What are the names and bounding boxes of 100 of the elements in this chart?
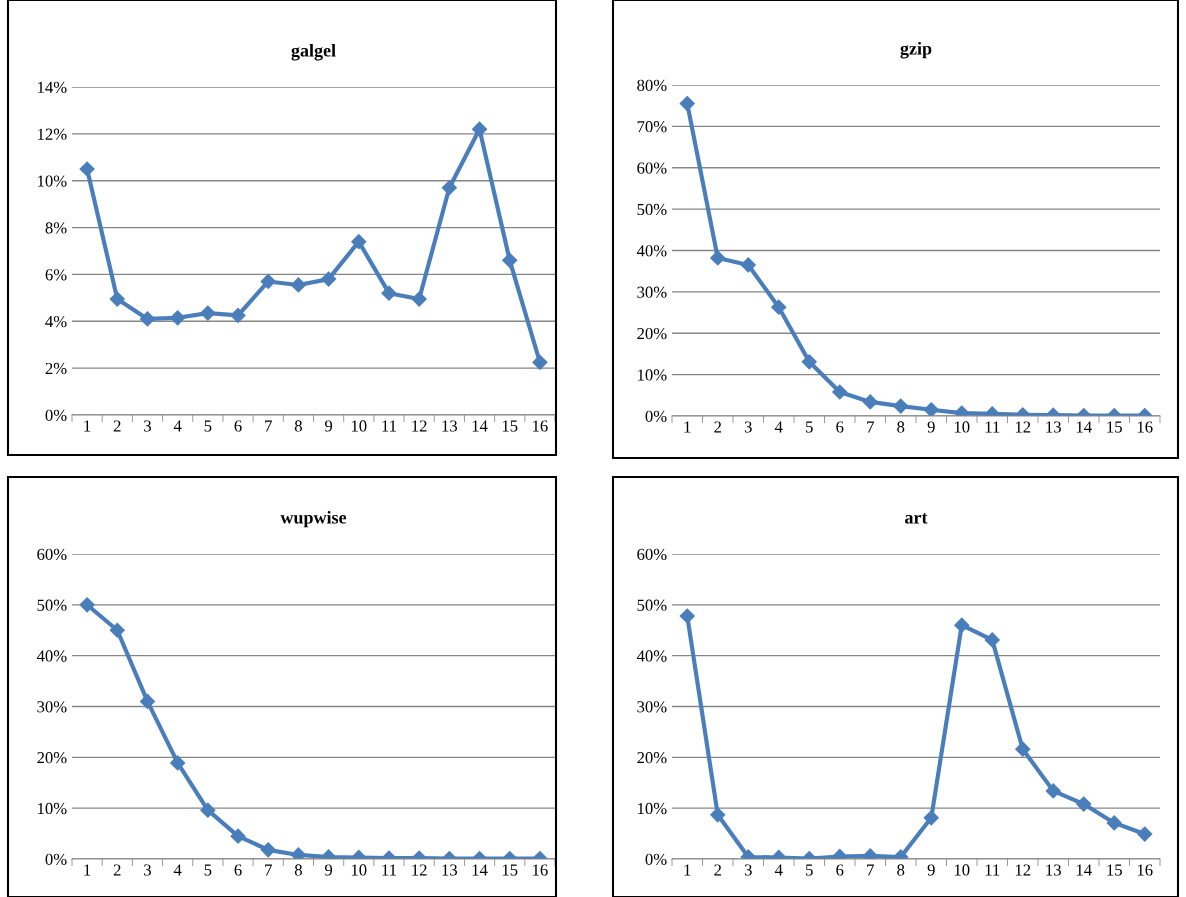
x-tick-label: 4 (774, 421, 783, 433)
point (441, 180, 457, 196)
x-tick-label: 9 (324, 864, 333, 876)
x-tick-label: 2 (113, 420, 121, 432)
x-tick-label: 2 (113, 864, 121, 876)
point (381, 285, 397, 301)
y-tick-label: 50% (37, 599, 67, 611)
y-tick-label: 30% (37, 701, 67, 713)
y-tick-label: 0% (645, 853, 667, 865)
y-tick-label: 10% (638, 369, 667, 381)
point (1076, 796, 1092, 812)
x-tick-label: 2 (714, 864, 721, 876)
y-tick-label: 0% (645, 410, 667, 422)
y-tick-label: 40% (636, 650, 667, 662)
x-tick-label: 4 (173, 864, 182, 876)
point (923, 402, 939, 416)
x-tick-label: 1 (684, 421, 691, 433)
y-tick-label: 20% (637, 327, 667, 340)
x-tick-label: 10 (954, 864, 970, 876)
point (290, 277, 306, 293)
point (200, 305, 216, 321)
point (79, 597, 95, 613)
point (1045, 783, 1061, 799)
x-tick-label: 3 (144, 420, 151, 432)
point (321, 271, 337, 287)
x-tick-label: 8 (897, 864, 905, 876)
y-tick-label: 4% (45, 315, 67, 328)
point (954, 617, 970, 633)
point (109, 291, 125, 307)
point (679, 608, 695, 624)
x-tick-label: 10 (351, 864, 367, 876)
y-tick-label: 0% (45, 853, 67, 865)
y-tick-label: 10% (638, 802, 667, 815)
x-tick-label: 6 (836, 864, 844, 876)
y-tick-label: 8% (45, 222, 67, 234)
x-tick-label: 3 (144, 864, 151, 876)
x-tick-label: 7 (265, 420, 272, 432)
x-tick-label: 12 (1015, 421, 1031, 433)
point (771, 299, 787, 315)
point (230, 307, 246, 323)
x-tick-label: 8 (294, 420, 302, 432)
point (139, 693, 156, 709)
y-tick-label: 60% (637, 548, 667, 560)
x-tick-label: 1 (684, 864, 691, 876)
y-tick-label: 20% (37, 752, 67, 764)
chart-title: wupwise (280, 510, 347, 528)
point (471, 121, 488, 137)
point (1015, 741, 1031, 757)
point (290, 847, 306, 859)
y-tick-label: 80% (637, 79, 667, 91)
x-tick-label: 16 (1137, 864, 1153, 876)
x-tick-label: 16 (1137, 421, 1153, 433)
x-tick-label: 8 (897, 421, 905, 433)
x-tick-label: 7 (265, 864, 272, 876)
point (411, 291, 427, 307)
chart-title: galgel (291, 43, 336, 61)
y-tick-label: 12% (38, 128, 67, 140)
x-tick-label: 11 (382, 864, 396, 876)
x-tick-label: 4 (173, 420, 182, 432)
chart-title: art (905, 513, 928, 524)
x-tick-label: 15 (1107, 864, 1122, 876)
x-tick-label: 6 (234, 420, 242, 432)
y-tick-label: 50% (637, 599, 667, 611)
x-tick-label: 14 (1076, 421, 1092, 433)
x-tick-label: 15 (502, 864, 518, 876)
y-tick-label: 0% (45, 409, 67, 421)
x-tick-label: 3 (744, 864, 752, 876)
x-tick-label: 11 (382, 420, 396, 432)
x-tick-label: 15 (1107, 421, 1122, 433)
point (532, 354, 548, 370)
x-tick-label: 11 (985, 864, 1000, 876)
point (260, 273, 276, 290)
point (710, 250, 726, 266)
x-tick-label: 13 (442, 864, 458, 876)
x-tick-label: 7 (867, 421, 874, 433)
x-tick-label: 4 (774, 864, 783, 876)
y-tick-label: 40% (36, 650, 67, 662)
y-tick-label: 10% (38, 175, 67, 187)
y-tick-label: 20% (637, 752, 667, 764)
point (502, 252, 518, 268)
point (351, 234, 367, 250)
y-tick-label: 30% (637, 286, 667, 298)
x-tick-label: 13 (442, 420, 458, 432)
x-tick-label: 13 (1046, 421, 1061, 433)
x-tick-label: 12 (412, 420, 427, 432)
x-tick-label: 5 (204, 864, 212, 876)
point (984, 632, 1000, 648)
point (109, 622, 125, 638)
y-tick-label: 14% (38, 81, 67, 93)
y-tick-label: 40% (636, 245, 667, 257)
x-tick-label: 7 (867, 864, 874, 876)
x-tick-label: 2 (714, 421, 721, 433)
x-tick-label: 11 (985, 421, 1000, 433)
y-tick-label: 60% (637, 162, 667, 174)
x-tick-label: 12 (1015, 864, 1031, 876)
point (139, 311, 156, 327)
y-tick-label: 6% (45, 269, 67, 281)
x-tick-label: 9 (927, 864, 935, 876)
y-tick-label: 60% (37, 548, 67, 560)
point (740, 257, 756, 273)
